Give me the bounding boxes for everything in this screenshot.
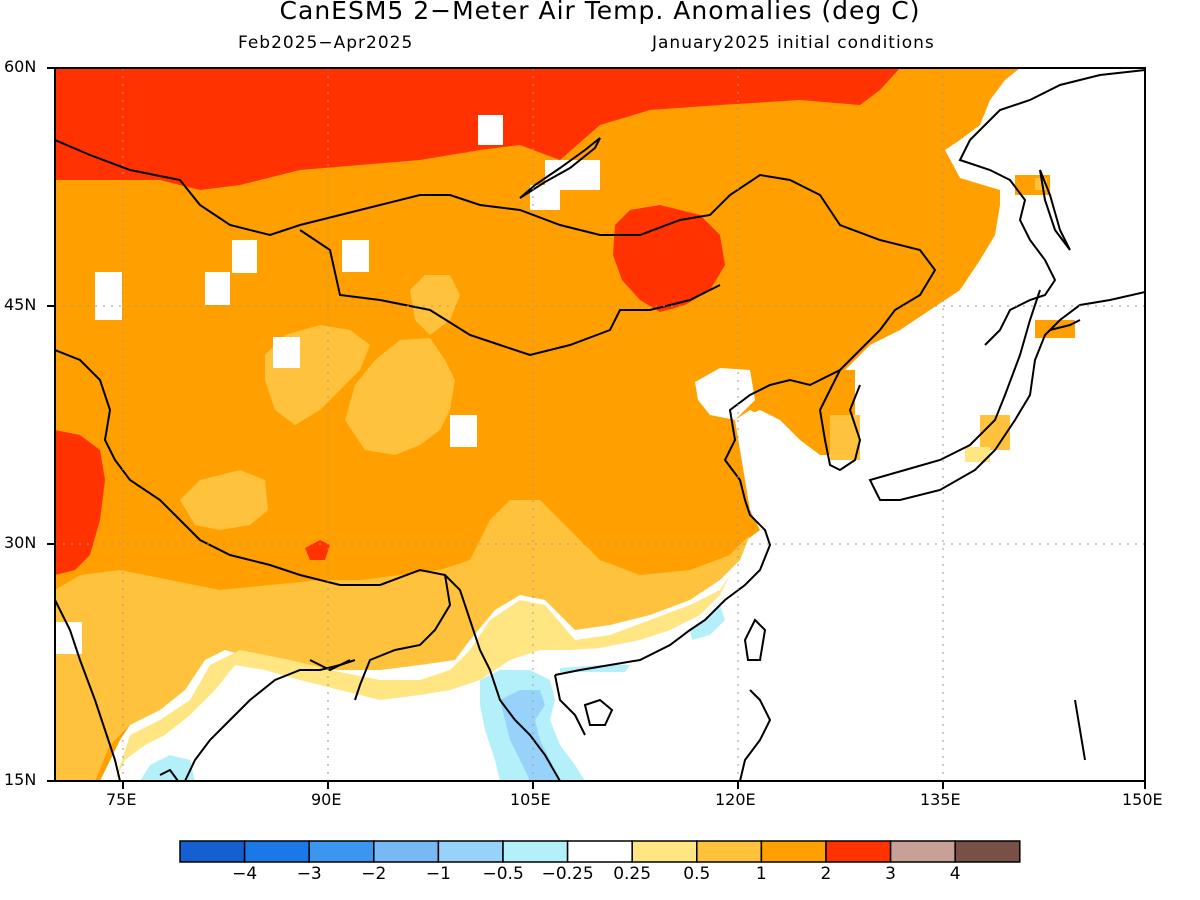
colorbar-label: 1 <box>755 864 767 884</box>
axis-ticks <box>47 67 1146 789</box>
lon-label-150e: 150E <box>1122 790 1163 809</box>
anomaly-region-lightorange-ladakh <box>180 470 268 530</box>
lat-label-60n: 60N <box>4 57 37 76</box>
lon-label-120e: 120E <box>715 790 756 809</box>
colorbar-label: 3 <box>885 864 896 884</box>
anomaly-region-neutral-south <box>115 555 1145 781</box>
colorbar-label: 2 <box>820 864 832 884</box>
anomaly-region-blue-ceylon <box>140 755 195 781</box>
anomaly-region-neutral-bohai <box>695 368 755 420</box>
lon-label-90e: 90E <box>311 790 342 809</box>
anomaly-region-red-mongolia <box>613 205 725 312</box>
colorbar-swatch <box>825 840 892 863</box>
coastlines <box>55 69 1145 781</box>
anomaly-region-red-west <box>55 430 105 575</box>
map-gridlines <box>55 68 1145 781</box>
map-title: CanESM5 2−Meter Air Temp. Anomalies (deg… <box>279 0 921 25</box>
colorbar-swatch <box>760 840 827 863</box>
lat-label-45n: 45N <box>4 295 37 314</box>
forecast-period: Feb2025−Apr2025 <box>238 33 414 53</box>
colorbar-label: 4 <box>949 864 961 884</box>
anomaly-region-lightorange-south <box>55 500 750 781</box>
colorbar-swatch <box>889 840 956 863</box>
colorbar-label: −2 <box>361 864 387 884</box>
anomaly-region-red-north <box>55 68 900 190</box>
colorbar-swatch <box>437 840 504 863</box>
lon-label-75e: 75E <box>106 790 137 809</box>
lon-label-135e: 135E <box>920 790 961 809</box>
colorbar-label: −0.5 <box>482 864 524 884</box>
colorbar-swatch <box>179 840 246 863</box>
colorbar-swatch <box>243 840 310 863</box>
colorbar <box>179 840 1021 863</box>
anomaly-region-lightorange-qinghai <box>345 338 455 455</box>
lat-label-30n: 30N <box>4 533 37 552</box>
colorbar-swatch <box>696 840 763 863</box>
map-frame <box>54 67 1146 782</box>
colorbar-label: 0.25 <box>613 864 652 884</box>
colorbar-swatch <box>308 840 375 863</box>
colorbar-label: −4 <box>232 864 258 884</box>
initial-conditions: January2025 initial conditions <box>652 33 935 53</box>
colorbar-label: −1 <box>425 864 451 884</box>
colorbar-swatch <box>566 840 633 863</box>
colorbar-label: −0.25 <box>541 864 594 884</box>
colorbar-label: −3 <box>296 864 322 884</box>
anomaly-region-blue-taiwan <box>690 605 725 640</box>
colorbar-label: 0.5 <box>683 864 711 884</box>
lon-label-105e: 105E <box>510 790 551 809</box>
anomaly-fill-layer <box>55 68 1145 781</box>
colorbar-swatch <box>631 840 698 863</box>
colorbar-swatch <box>502 840 569 863</box>
anomaly-region-red-tibet <box>305 540 330 560</box>
lat-label-15n: 15N <box>4 770 37 789</box>
colorbar-swatch <box>954 840 1021 863</box>
colorbar-swatch <box>373 840 440 863</box>
